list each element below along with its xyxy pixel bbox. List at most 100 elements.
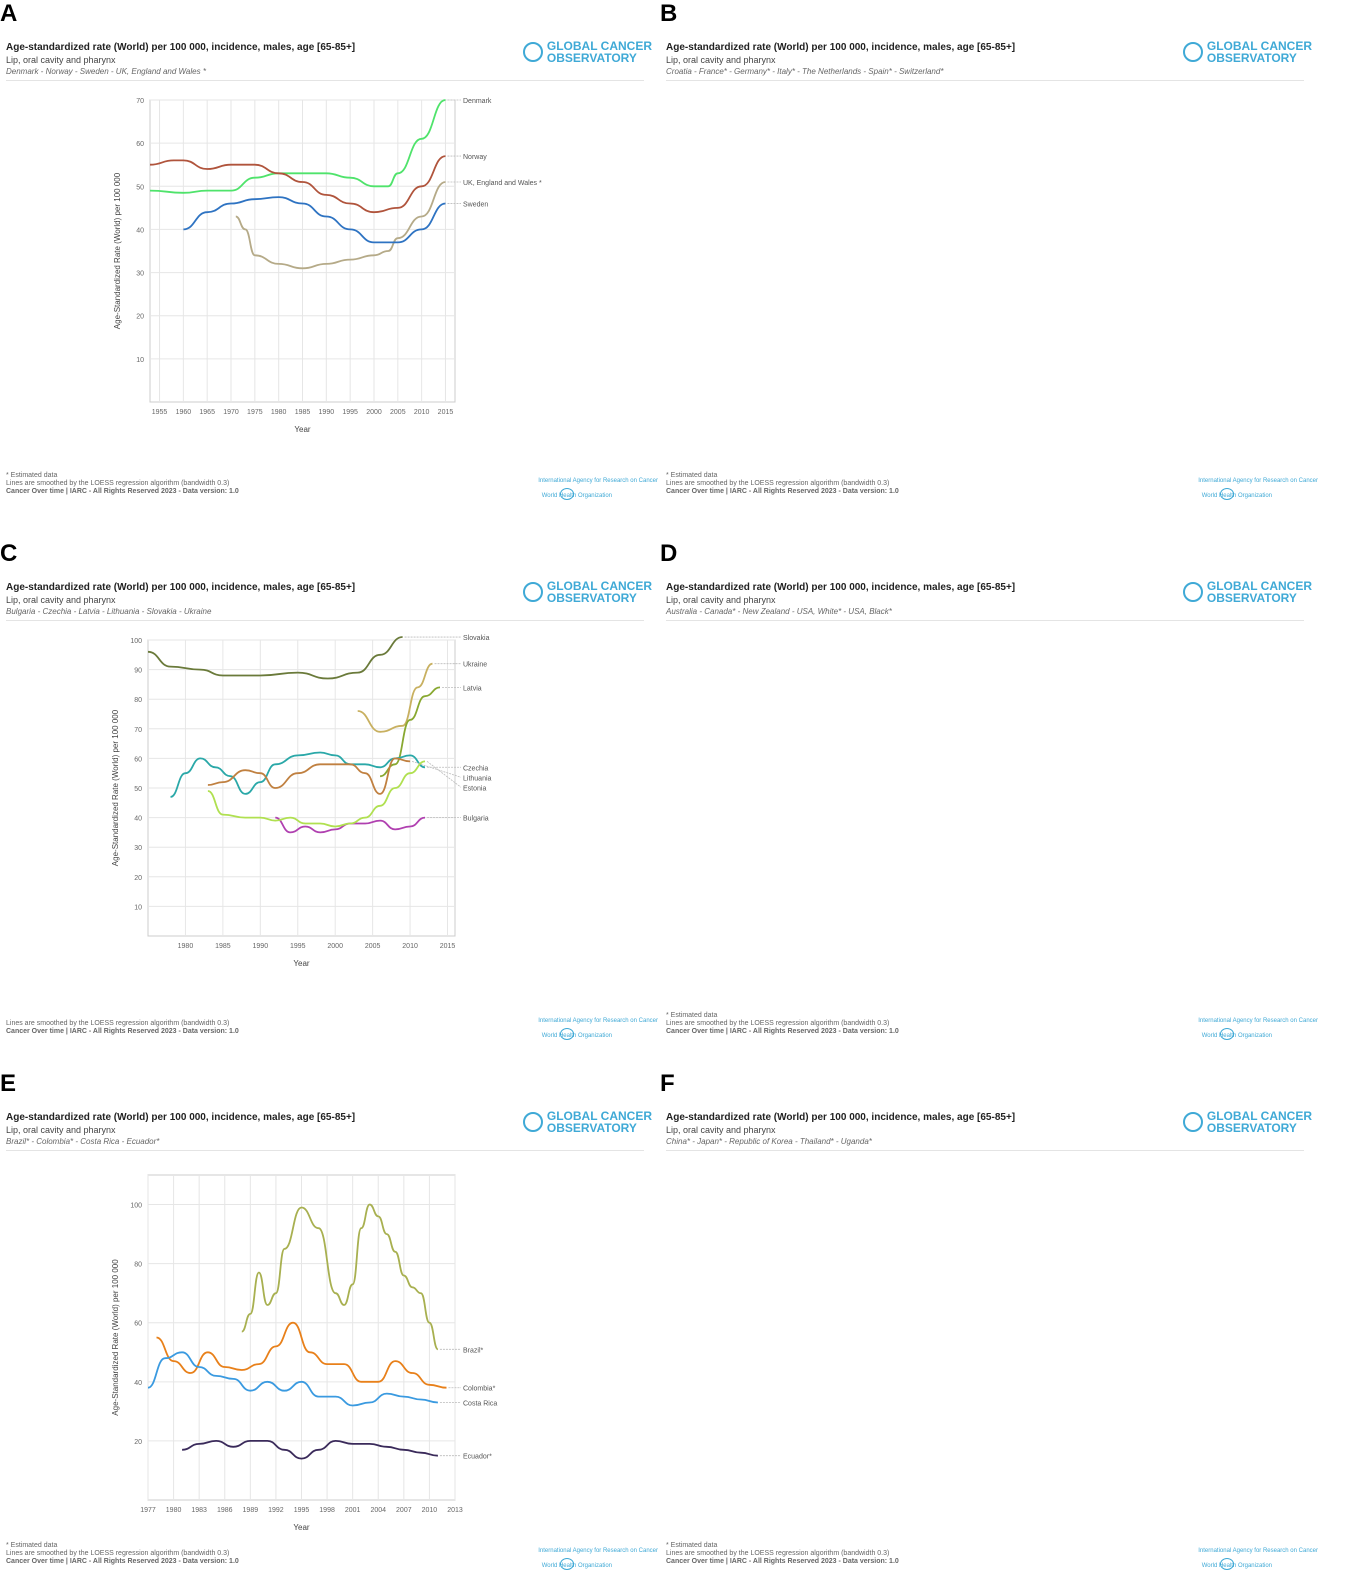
- chart-panel-b: B Age-standardized rate (World) per 100 0…: [660, 0, 1324, 510]
- gco-logo: GLOBAL CANCER OBSERVATORY: [522, 1109, 652, 1134]
- header-divider: [6, 80, 644, 81]
- x-tick-label: 1995: [290, 943, 306, 950]
- x-tick-label: 1955: [152, 409, 168, 416]
- who-icon: [560, 1028, 574, 1040]
- y-tick-label: 20: [136, 314, 144, 321]
- chart-subtitle: Lip, oral cavity and pharynx: [666, 595, 776, 605]
- series-line-ukraine: [357, 662, 433, 733]
- series-label-ukraine: Ukraine: [463, 662, 487, 669]
- x-tick-label: 2004: [370, 1507, 386, 1514]
- gco-logo: GLOBAL CANCER OBSERVATORY: [522, 580, 652, 604]
- chart-subtitle: Lip, oral cavity and pharynx: [6, 55, 116, 65]
- series-line-brazil: [241, 1203, 439, 1351]
- x-tick-label: 1998: [319, 1507, 335, 1514]
- panel-label: D: [660, 540, 678, 567]
- country-list: Denmark - Norway - Sweden - UK, England …: [6, 67, 206, 76]
- footnote-line: Lines are smoothed by the LOESS regressi…: [666, 1020, 890, 1027]
- y-tick-label: 90: [134, 668, 142, 675]
- x-axis-label: Year: [293, 959, 310, 968]
- x-tick-label: 1975: [247, 409, 263, 416]
- iarc-credit: International Agency for Research on Can…: [538, 478, 658, 484]
- x-tick-label: 1990: [319, 409, 335, 416]
- y-tick-label: 20: [134, 1439, 142, 1446]
- footnote: * Estimated data Lines are smoothed by th…: [666, 1012, 899, 1036]
- x-tick-label: 2005: [365, 943, 381, 950]
- legend-leader: [426, 761, 462, 788]
- y-axis-label: Age-Standardized Rate (World) per 100 00…: [111, 1259, 120, 1416]
- globe-icon: [522, 42, 543, 62]
- series-label-lithuania: Lithuania: [463, 775, 492, 782]
- logo-line-1: GLOBAL CANCER: [1206, 1109, 1312, 1123]
- y-tick-label: 30: [136, 271, 144, 278]
- series-label-sweden: Sweden: [463, 202, 488, 209]
- line-chart: 0102030405060708090100110198819901992199…: [660, 0, 1324, 510]
- x-tick-label: 1995: [342, 409, 358, 416]
- x-tick-label: 1980: [271, 409, 287, 416]
- series-line-sweden: [183, 196, 446, 244]
- series-label-estonia: Estonia: [463, 785, 486, 792]
- who-icon: [1220, 1028, 1234, 1040]
- y-tick-label: 40: [134, 1380, 142, 1387]
- x-tick-label: 1985: [295, 409, 311, 416]
- x-tick-label: 1960: [176, 409, 192, 416]
- logo-line-1: GLOBAL CANCER: [546, 39, 652, 53]
- footnote-line: Cancer Over time | IARC - All Rights Res…: [666, 1558, 899, 1565]
- x-tick-label: 1980: [178, 943, 194, 950]
- chart-panel-c: C Age-standardized rate (World) per 100 0…: [0, 540, 664, 1050]
- series-label-czechia: Czechia: [463, 765, 488, 772]
- y-tick-label: 60: [136, 141, 144, 148]
- country-list: Brazil* - Colombia* - Costa Rica - Ecuad…: [6, 1137, 160, 1146]
- who-credit: World Health Organization: [541, 1033, 612, 1039]
- y-tick-label: 70: [134, 727, 142, 734]
- who-icon: [1220, 488, 1234, 500]
- footnote-line: * Estimated data: [666, 1542, 718, 1549]
- x-axis-label: Year: [294, 425, 311, 434]
- y-tick-label: 80: [134, 697, 142, 704]
- logo-line-1: GLOBAL CANCER: [1206, 579, 1312, 593]
- logo-text: GLOBAL CANCER OBSERVATORY: [1207, 40, 1312, 64]
- legend-leader: [411, 760, 462, 778]
- series-label-costa-rica: Costa Rica: [463, 1401, 497, 1408]
- series-line-slovakia: [147, 636, 403, 680]
- series-line-lithuania: [207, 757, 411, 795]
- who-credit: World Health Organization: [1201, 493, 1272, 499]
- series-line-norway: [149, 155, 446, 214]
- logo-text: GLOBAL CANCER OBSERVATORY: [547, 40, 652, 64]
- y-axis-label: Age-Standardized Rate (World) per 100 00…: [113, 172, 122, 329]
- line-chart: 1020304050607080901975198019851990199520…: [660, 540, 1324, 1050]
- y-tick-label: 60: [134, 1321, 142, 1328]
- series-label-norway: Norway: [463, 154, 487, 161]
- globe-icon: [1182, 42, 1203, 62]
- footnote-line: Lines are smoothed by the LOESS regressi…: [6, 1550, 230, 1557]
- chart-panel-f: F Age-standardized rate (World) per 100 0…: [660, 1070, 1324, 1580]
- iarc-credit: International Agency for Research on Can…: [538, 1018, 658, 1024]
- logo-line-1: GLOBAL CANCER: [546, 1109, 652, 1123]
- gco-logo: GLOBAL CANCER OBSERVATORY: [1182, 40, 1312, 64]
- x-tick-label: 1970: [223, 409, 239, 416]
- globe-icon: [1182, 1112, 1203, 1132]
- x-tick-label: 2015: [438, 409, 454, 416]
- x-axis-label: Year: [293, 1523, 310, 1532]
- series-line-denmark: [149, 99, 446, 194]
- chart-subtitle: Lip, oral cavity and pharynx: [666, 1125, 776, 1135]
- chart-subtitle: Lip, oral cavity and pharynx: [6, 1125, 116, 1135]
- x-tick-label: 2010: [414, 409, 430, 416]
- y-tick-label: 80: [134, 1262, 142, 1269]
- y-tick-label: 30: [134, 845, 142, 852]
- logo-text: GLOBAL CANCER OBSERVATORY: [1207, 580, 1312, 604]
- footnote-line: Cancer Over time | IARC - All Rights Res…: [6, 1558, 239, 1565]
- chart-panel-a: A Age-standardized rate (World) per 100 0…: [0, 0, 664, 510]
- x-tick-label: 1983: [191, 1507, 207, 1514]
- series-line-czechia: [170, 751, 426, 798]
- chart-title: Age-standardized rate (World) per 100 00…: [666, 582, 1016, 593]
- footnote-line: Lines are smoothed by the LOESS regressi…: [6, 480, 230, 487]
- series-line-ecuador: [182, 1440, 438, 1460]
- x-tick-label: 1977: [140, 1507, 156, 1514]
- x-tick-label: 2013: [447, 1507, 463, 1514]
- logo-line-2: OBSERVATORY: [1206, 591, 1297, 605]
- footnote-line: Lines are smoothed by the LOESS regressi…: [666, 1550, 890, 1557]
- country-list: Australia - Canada* - New Zealand - USA,…: [666, 607, 892, 616]
- y-tick-label: 40: [136, 227, 144, 234]
- footnote: * Estimated data Lines are smoothed by th…: [6, 1542, 239, 1566]
- panel-label: C: [0, 540, 18, 567]
